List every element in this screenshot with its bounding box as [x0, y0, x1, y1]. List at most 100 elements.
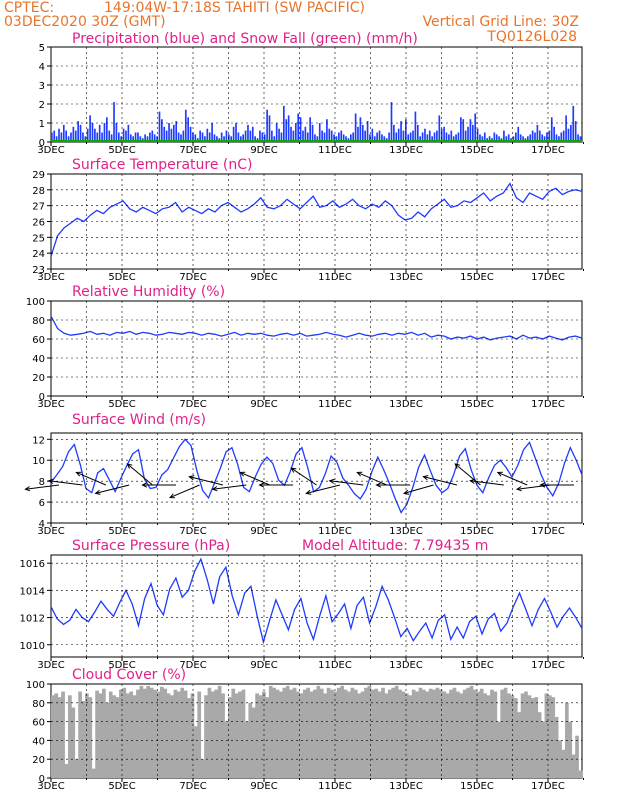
- wind-vector-shaft: [357, 471, 387, 486]
- y-tick-label: 20: [32, 373, 45, 384]
- x-tick-label: 13DEC: [389, 526, 423, 537]
- precip-bar: [251, 126, 254, 142]
- cloud-bar: [456, 691, 460, 778]
- precip-bar: [79, 124, 82, 142]
- y-tick-label: 40: [32, 736, 45, 747]
- cloud-bar: [578, 770, 583, 778]
- precip-bar: [261, 132, 264, 142]
- cloud-bar: [122, 687, 127, 778]
- precip-bar: [70, 132, 72, 142]
- x-tick-label: 17DEC: [531, 660, 565, 671]
- cloud-bar: [496, 721, 501, 778]
- precip-bar: [534, 132, 536, 142]
- precip-bar: [84, 136, 87, 142]
- precip-bar: [531, 130, 534, 142]
- precip-bar: [402, 130, 405, 142]
- cloud-bar: [163, 688, 168, 778]
- precip-bar: [416, 124, 419, 142]
- y-tick-label: 4: [39, 62, 45, 73]
- precip-bar: [498, 136, 500, 142]
- wind-vector-head: [402, 489, 410, 495]
- precip-bar: [335, 136, 338, 142]
- wind-vector-arrow: [188, 475, 224, 486]
- precip-bar: [271, 130, 273, 142]
- cloud-bar: [268, 685, 273, 778]
- cloud-bar: [405, 693, 409, 778]
- y-tick-label: 0: [39, 138, 45, 149]
- precip-bar: [189, 126, 192, 142]
- cloud-bar: [88, 697, 93, 778]
- cloud-bar: [445, 693, 450, 778]
- cloud-bar: [251, 707, 256, 778]
- cloud-bar: [115, 697, 120, 778]
- precip-bar: [316, 136, 319, 142]
- wind-vector-shaft: [48, 480, 83, 486]
- y-tick-label: 100: [26, 680, 45, 691]
- panel-frame: [50, 300, 583, 397]
- precip-bar: [464, 130, 467, 142]
- precip-bar: [304, 126, 307, 142]
- precip-bar: [321, 130, 323, 142]
- cloud-bar: [176, 691, 181, 778]
- cloud-bar: [54, 693, 59, 778]
- cloud-bar: [473, 689, 477, 778]
- precip-bar: [352, 132, 355, 142]
- cloud-bar: [435, 687, 440, 778]
- x-tick-label: 5DEC: [108, 660, 135, 671]
- cloud-bar: [544, 693, 549, 778]
- precip-bar: [302, 130, 304, 142]
- precip-bar: [421, 132, 424, 142]
- precip-bar: [134, 132, 137, 142]
- y-tick-label: 10: [32, 456, 45, 467]
- precip-bar: [170, 128, 173, 142]
- cloud-bar: [85, 693, 89, 778]
- panel-title: Surface Pressure (hPa): [72, 538, 230, 554]
- cloud-bar: [333, 691, 338, 778]
- precip-bar: [53, 130, 56, 142]
- cloud-bar: [520, 693, 525, 778]
- x-tick-label: 3DEC: [37, 145, 64, 156]
- precip-bar: [163, 126, 166, 142]
- precip-bar: [479, 134, 481, 142]
- cloud-bar: [282, 687, 287, 778]
- x-tick-label: 3DEC: [37, 781, 64, 792]
- precip-bar: [366, 121, 369, 142]
- cloud-bar: [469, 685, 474, 778]
- x-tick-label: 11DEC: [318, 272, 352, 283]
- wind-vector-head: [75, 471, 82, 477]
- precip-bar: [225, 130, 228, 142]
- y-tick-label: 60: [32, 718, 45, 729]
- cloud-bar: [248, 702, 253, 778]
- cloud-bar: [503, 687, 508, 778]
- cloud-bar: [125, 693, 130, 778]
- y-tick-label: 1016: [20, 559, 45, 570]
- cloud-bar: [510, 695, 515, 778]
- wind-vector-head: [328, 478, 335, 484]
- wind-vector-arrow: [402, 484, 434, 495]
- precip-bar: [158, 111, 161, 142]
- precip-bar: [476, 128, 479, 142]
- wind-vector-shaft: [189, 476, 224, 486]
- x-tick-label: 11DEC: [318, 660, 352, 671]
- cloud-bar: [285, 685, 290, 778]
- panel-5: 1010 1012 1014 1016 3DEC 5DEC 7DEC 9DEC 11DEC 13D…: [20, 538, 584, 671]
- precip-bar: [376, 132, 378, 142]
- panel-2: 23 24 25 26 27 28 29 3DEC 5DEC 7DEC 9DEC 11DEC 13DEC…: [32, 157, 584, 283]
- y-tick-label: 1: [39, 119, 45, 130]
- precip-bar: [220, 132, 223, 142]
- precip-bar: [137, 132, 139, 142]
- precip-bar: [106, 117, 108, 142]
- cloud-bar: [534, 697, 539, 778]
- cloud-bar: [398, 689, 402, 778]
- precip-bar: [51, 132, 53, 142]
- x-tick-label: 5DEC: [108, 399, 135, 410]
- precip-bar: [565, 115, 567, 142]
- precip-bar: [393, 124, 395, 142]
- precip-bar: [96, 132, 99, 142]
- wind-vector-head: [239, 471, 246, 477]
- cloud-bar: [142, 688, 147, 778]
- precip-bar: [338, 132, 340, 142]
- cloud-bar: [575, 735, 579, 778]
- wind-vector-arrow: [539, 482, 574, 488]
